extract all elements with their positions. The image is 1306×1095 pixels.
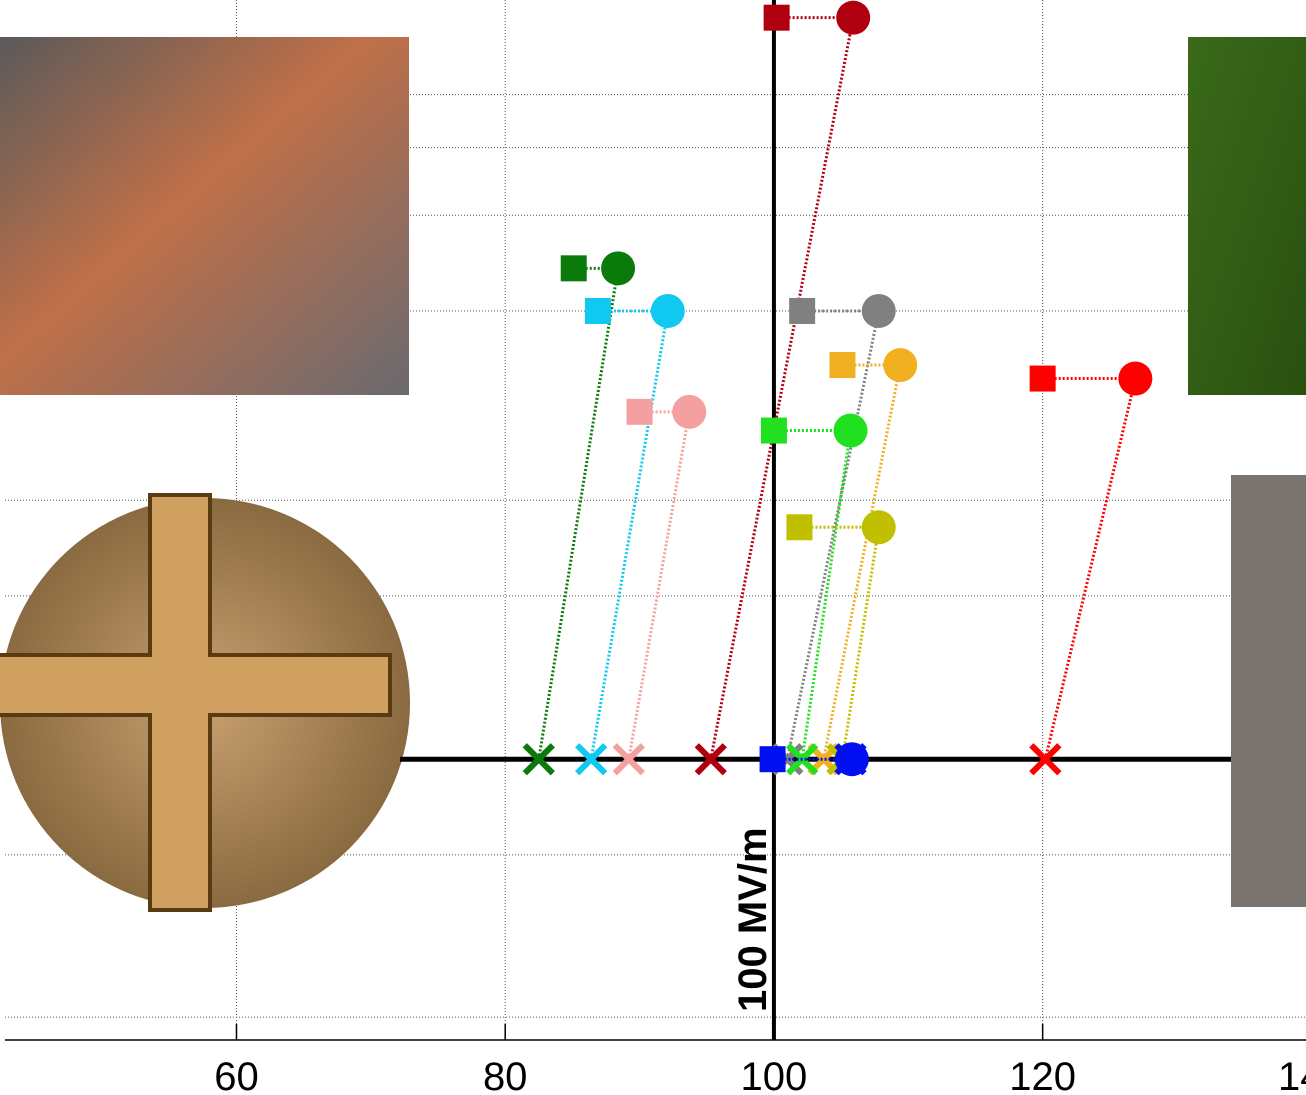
circle-marker — [834, 414, 868, 448]
photo — [1231, 475, 1306, 907]
photos — [0, 37, 1306, 910]
circle-marker — [862, 294, 896, 328]
x-tick-label: 140 — [1278, 1055, 1306, 1095]
square-marker — [760, 746, 786, 772]
square-marker — [764, 5, 790, 31]
circle-marker — [883, 348, 917, 382]
x-tick-label: 100 — [741, 1055, 808, 1095]
x-tick-label: 120 — [1009, 1055, 1076, 1095]
chart: 60 80 100 120 140 100 MV/m — [0, 0, 1306, 1095]
connector — [591, 311, 668, 759]
circle-marker — [601, 251, 635, 285]
square-marker — [829, 352, 855, 378]
circle-marker — [672, 395, 706, 429]
square-marker — [786, 514, 812, 540]
x-tick-label: 60 — [214, 1055, 259, 1095]
square-marker — [585, 298, 611, 324]
x-tick-label: 80 — [483, 1055, 528, 1095]
photo — [1188, 37, 1306, 395]
square-marker — [761, 418, 787, 444]
square-marker — [1030, 366, 1056, 392]
circle-marker — [1118, 362, 1152, 396]
circle-marker — [651, 294, 685, 328]
square-marker — [561, 255, 587, 281]
circle-marker — [836, 1, 870, 35]
connector — [1045, 379, 1135, 760]
connector — [711, 18, 853, 760]
circle-marker — [835, 742, 869, 776]
annotation: 100 MV/m — [731, 827, 775, 1012]
connector — [629, 412, 689, 759]
square-marker — [789, 298, 815, 324]
connector — [539, 268, 618, 759]
photo — [0, 37, 409, 395]
square-marker — [627, 399, 653, 425]
circle-marker — [862, 510, 896, 544]
